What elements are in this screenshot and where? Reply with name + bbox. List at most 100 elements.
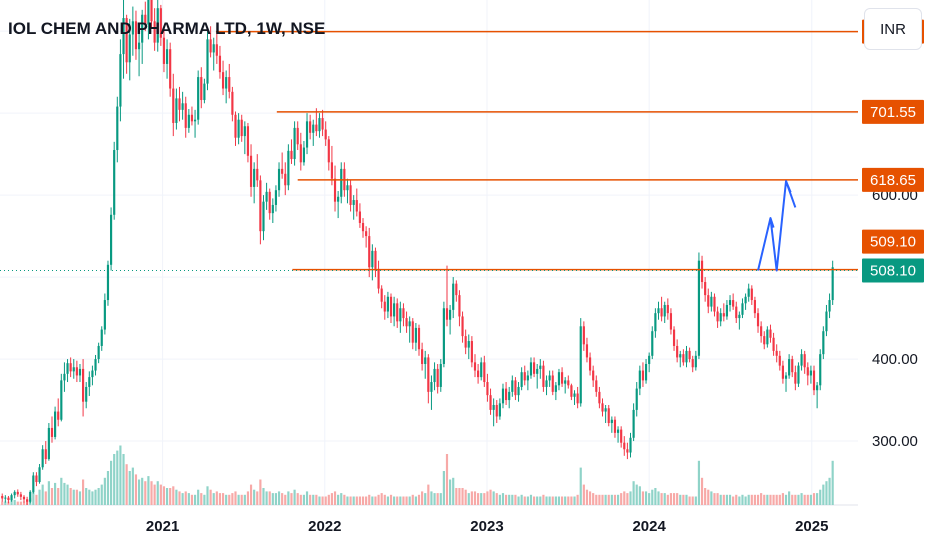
candle-body [704,282,707,296]
volume-bar [203,494,206,505]
candle-body [296,127,299,145]
candle-body [644,363,648,381]
volume-bar [536,496,539,505]
volume-bar [766,494,769,505]
candle-body [449,309,452,320]
volume-bar [402,496,405,505]
candle-body [380,288,383,302]
candle-body [277,168,281,191]
volume-bar [610,494,613,505]
candle-body [430,382,433,392]
candle-body [103,300,106,330]
volume-bar [480,493,483,505]
volume-bar [791,494,794,505]
candle-body [32,475,35,492]
candle-body [452,283,455,310]
volume-bar [635,484,638,505]
candle-body [666,304,669,314]
candle-body [94,359,97,371]
candle-body [638,370,641,389]
candle-body [402,308,405,319]
candle-body [47,427,50,460]
candle-body [16,491,19,495]
candle-body [352,200,355,205]
volume-bar [573,496,576,505]
volume-bar [396,496,399,505]
volume-bar [825,481,828,505]
volume-bar [305,491,309,505]
volume-bar [209,489,212,505]
currency-button[interactable]: INR [864,8,922,50]
volume-bar [4,501,7,505]
volume-bar [641,491,645,505]
volume-bar [32,491,35,505]
volume-bar [35,494,38,505]
volume-bar [85,488,88,505]
candle-body [330,162,334,179]
candle-body [623,442,626,450]
volume-bar [371,496,374,505]
candle-body [613,419,617,433]
volume-bar [809,494,812,505]
candle-body [756,313,760,327]
volume-bar [312,494,315,505]
volume-bar [330,493,334,505]
candle-body [794,372,797,384]
candle-body [582,326,585,345]
candle-body [791,359,794,373]
candle-body [305,121,309,148]
candle-body [477,370,480,378]
candle-body [812,370,816,391]
volume-bar [131,467,134,505]
candle-body [691,359,694,368]
candle-body [626,449,629,453]
candle-body [19,494,22,497]
candle-body [265,191,268,202]
candle-body [377,268,380,289]
candle-body [72,367,75,372]
candle-body [405,318,408,327]
candle-body [134,21,138,50]
volume-bar [19,501,22,505]
time-axis[interactable]: 2021 2022 2023 2024 2025 [146,518,829,535]
volume-bar [284,494,287,505]
candle-body [669,313,673,330]
candle-body [654,313,657,332]
volume-bar [685,494,688,505]
candle-body [657,308,660,314]
candle-body [570,385,573,397]
candle-body [249,155,253,187]
current-price-badge [862,258,924,283]
level-price-label: 509.10 [870,234,916,251]
volume-bar [78,491,82,505]
volume-bar [82,479,85,505]
volume-bar [144,481,147,505]
candle-body [137,42,141,50]
volume-bar [296,493,299,505]
candle-body [495,404,498,417]
volume-bar [122,454,125,505]
candle-body [610,419,613,424]
volume-bar [1,501,4,505]
candle-body [119,54,122,107]
candle-body [116,106,119,151]
volume-bar [421,491,424,505]
volume-bar [327,494,330,505]
volume-bar [134,474,138,505]
volume-bar [461,488,464,505]
candle-body [7,497,10,501]
candle-body [529,362,533,376]
candle-body [784,375,788,379]
price-axis[interactable]: 300.00400.00600.00799.50701.55618.65509.… [862,19,924,450]
volume-bar [41,484,44,505]
volume-bar [386,496,389,505]
volume-bar [716,493,719,505]
volume-bar [97,488,100,505]
candle-body [190,114,194,122]
volume-bar [271,493,274,505]
candle-body [816,385,819,391]
candle-body [710,296,713,307]
candle-body [825,311,828,332]
volume-bar [772,494,775,505]
